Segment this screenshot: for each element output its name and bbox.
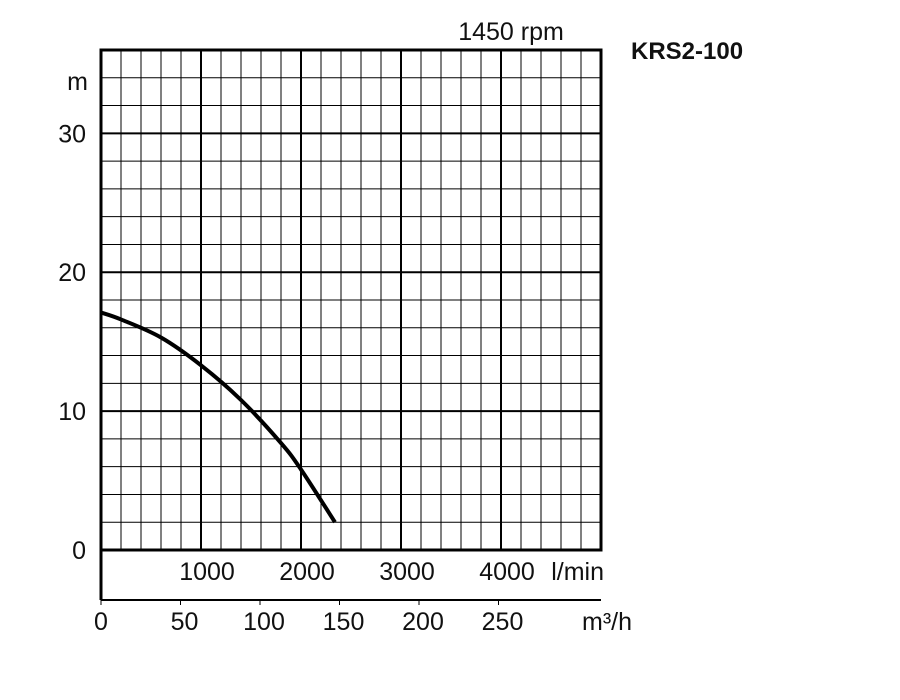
x-tick-label: 1000: [179, 558, 235, 586]
x-tick-label: 3000: [379, 558, 435, 586]
y-tick-label: 20: [58, 259, 86, 287]
labels: 1450 rpm KRS2-100 m l/min m³/h 0 10 20 30 10…: [58, 18, 743, 636]
axes: [99, 48, 603, 605]
chart-title: KRS2-100: [631, 38, 743, 65]
y-tick-label: 30: [58, 120, 86, 148]
x2-tick-label: 250: [482, 608, 524, 636]
x2-tick-label: 150: [323, 608, 365, 636]
y-tick-label: 0: [72, 537, 86, 565]
plot-frame: [99, 48, 603, 552]
x2-tick-label: 100: [243, 608, 285, 636]
y-axis-label: m: [67, 68, 88, 96]
x2-tick-label: 200: [402, 608, 444, 636]
chart-subtitle: 1450 rpm: [458, 18, 564, 46]
y-tick-label: 10: [58, 398, 86, 426]
x-tick-label: 2000: [279, 558, 335, 586]
grid: [101, 50, 601, 550]
x-axis-label: l/min: [551, 558, 604, 586]
x2-tick-label: 0: [94, 608, 108, 636]
x2-tick-label: 50: [171, 608, 199, 636]
curve-layer: [100, 310, 337, 524]
x-tick-label: 4000: [479, 558, 535, 586]
x2-axis-label: m³/h: [582, 608, 632, 636]
head-curve-line: [100, 310, 337, 524]
